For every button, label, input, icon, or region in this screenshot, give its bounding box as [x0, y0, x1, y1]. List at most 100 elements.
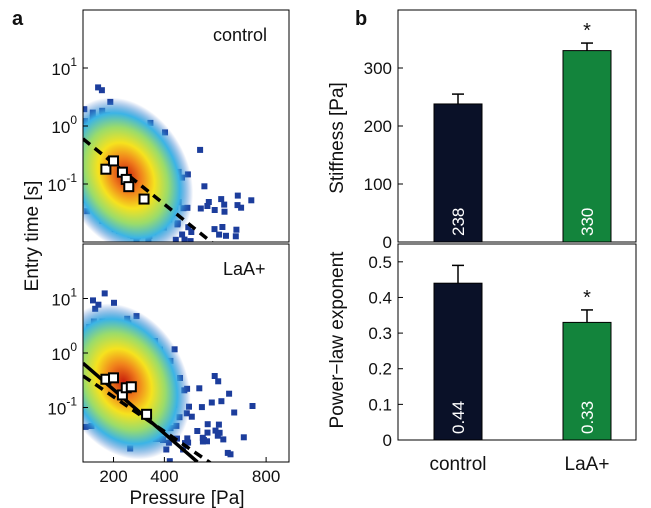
scatter-dot	[221, 208, 228, 215]
bar-laa	[562, 50, 612, 243]
scatter-dot	[238, 204, 245, 211]
scatter-dot	[182, 440, 188, 447]
powerlaw-y-axis-title: Power−law exponent	[327, 251, 348, 429]
bar-value-label: 238	[449, 208, 468, 236]
scatter-dot	[184, 435, 191, 442]
scatter-dot	[95, 84, 102, 91]
scatter-dot	[187, 238, 194, 242]
scatter-dot	[233, 226, 240, 233]
scatter-dot	[231, 409, 238, 416]
bar-control	[433, 282, 483, 441]
scatter-dot	[90, 297, 96, 304]
bar-value-label: 0.33	[578, 401, 597, 434]
scatter-x-axis-title: Pressure [Pa]	[129, 488, 244, 508]
scatter-dot	[204, 438, 210, 445]
scatter-dot	[101, 290, 108, 297]
powerlaw-chart: 0.44 0.33 * 0 0.1 0.2 0.3 0.4 0.5 Power−law exp…	[327, 243, 637, 475]
bar-control	[433, 103, 483, 243]
median-marker	[108, 155, 120, 167]
scatter-dot	[215, 421, 222, 428]
scatter-dot	[218, 398, 225, 405]
scatter-dot	[221, 201, 228, 208]
median-marker	[141, 408, 153, 420]
scatter-dot	[188, 229, 195, 235]
scatter-laa-medians	[100, 372, 153, 420]
scatter-dot	[204, 421, 211, 428]
y-tick-label: 300	[364, 59, 392, 78]
scatter-laa-panel: LaA+ 101 100 10-1 200 400 800	[47, 243, 290, 486]
powerlaw-bars: 0.44 0.33 *	[433, 264, 612, 441]
scatter-dot	[223, 232, 229, 239]
powerlaw-frame	[397, 243, 637, 441]
category-label: LaA+	[565, 454, 610, 475]
bar-value-label: 0.44	[449, 401, 468, 434]
y-tick-label: 0.4	[368, 288, 392, 307]
median-marker	[108, 372, 120, 384]
scatter-laa-density	[83, 303, 191, 460]
y-tick-label: 100	[51, 340, 77, 364]
scatter-dot	[111, 299, 117, 306]
scatter-control-title: control	[213, 25, 267, 45]
scatter-dot	[181, 236, 188, 242]
scatter-dot	[185, 224, 192, 231]
scatter-dot	[204, 203, 211, 209]
scatter-dot	[220, 436, 227, 443]
stiffness-y-axis-title: Stiffness [Pa]	[327, 82, 348, 194]
scatter-dot	[248, 197, 255, 204]
scatter-dot	[205, 199, 212, 205]
fit-line-dashed	[83, 374, 213, 462]
scatter-dot	[240, 434, 247, 441]
x-tick-label: 800	[252, 467, 280, 486]
scatter-dot	[211, 373, 218, 379]
scatter-dot	[166, 458, 173, 462]
median-marker	[125, 381, 137, 393]
scatter-dot	[234, 192, 241, 199]
category-label: control	[429, 454, 486, 475]
panel-a-letter: a	[12, 8, 24, 30]
scatter-laa-y-ticks: 101 100 10-1	[47, 286, 88, 419]
y-tick-label: 100	[364, 175, 392, 194]
scatter-dot	[211, 226, 218, 233]
y-tick-label: 0.2	[368, 360, 392, 379]
stiffness-y-ticks: 0 100 200 300	[364, 59, 403, 252]
scatter-dot	[201, 183, 208, 190]
stiffness-chart: 238 330 * 0 100 200 300 Stiffness [Pa]	[327, 9, 637, 252]
scatter-dot	[212, 427, 219, 434]
significance-star: *	[583, 287, 591, 309]
scatter-dot	[215, 378, 222, 385]
y-tick-label: 0.3	[368, 324, 392, 343]
scatter-dot	[197, 146, 204, 153]
scatter-control-medians	[100, 155, 150, 205]
scatter-dot	[208, 399, 215, 406]
scatter-dot	[249, 403, 256, 409]
scatter-dot	[219, 224, 226, 230]
scatter-control-y-ticks: 101 100 10-1	[47, 55, 88, 195]
scatter-dot	[198, 404, 205, 411]
scatter-y-axis-title: Entry time [s]	[22, 181, 43, 292]
y-tick-label: 100	[51, 113, 77, 137]
x-tick-label: 400	[150, 467, 178, 486]
scatter-dot	[232, 233, 239, 240]
scatter-dot	[211, 207, 218, 213]
bar-category-labels: control LaA+	[429, 454, 609, 475]
bar-value-label: 330	[578, 208, 597, 236]
scatter-dot	[194, 428, 201, 434]
scatter-dot	[185, 439, 192, 446]
scatter-dot	[98, 87, 105, 94]
median-marker	[100, 163, 112, 175]
scatter-dot	[234, 202, 241, 209]
significance-star: *	[583, 20, 591, 42]
y-tick-label: 10-1	[47, 171, 77, 195]
y-tick-label: 10-1	[47, 395, 77, 419]
scatter-dot	[216, 429, 223, 436]
density-cloud	[83, 303, 191, 460]
scatter-laa-title: LaA+	[223, 259, 266, 279]
scatter-dot	[179, 231, 186, 238]
panel-b-letter: b	[355, 8, 367, 30]
scatter-dot	[204, 429, 211, 436]
scatter-dot	[226, 390, 233, 397]
y-tick-label: 0	[383, 431, 392, 450]
y-tick-label: 0	[383, 233, 392, 252]
x-tick-label: 200	[99, 467, 127, 486]
